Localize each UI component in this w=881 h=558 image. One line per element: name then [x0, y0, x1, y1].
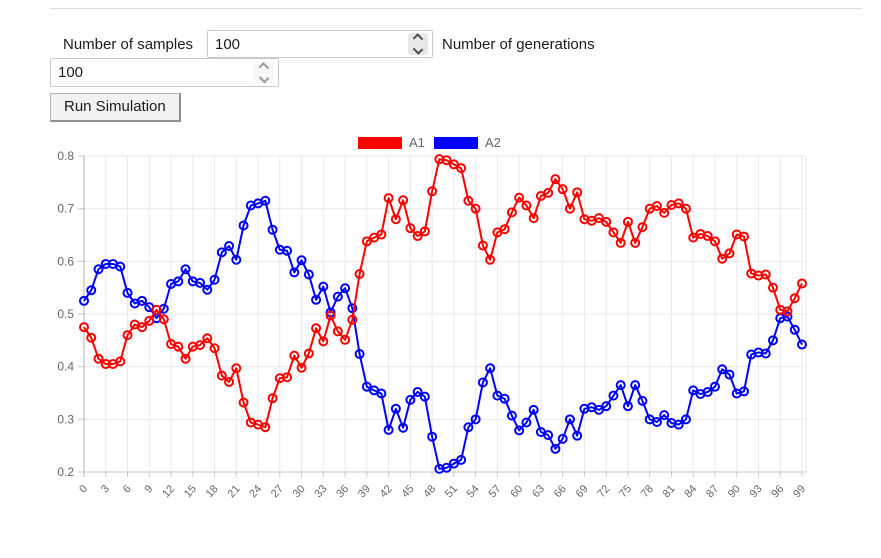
svg-text:30: 30 — [291, 483, 308, 500]
svg-text:39: 39 — [356, 483, 373, 500]
svg-text:0.8: 0.8 — [57, 149, 74, 163]
generations-spinner[interactable] — [254, 62, 274, 83]
legend-item-a2[interactable]: A2 — [434, 135, 501, 150]
legend-label-a1: A1 — [409, 135, 425, 150]
svg-text:21: 21 — [225, 483, 242, 500]
svg-text:99: 99 — [791, 483, 808, 500]
svg-text:0.3: 0.3 — [57, 412, 74, 426]
chevron-up-icon[interactable] — [258, 62, 270, 73]
svg-text:51: 51 — [443, 483, 460, 500]
svg-text:66: 66 — [552, 483, 569, 500]
legend-swatch-a1 — [358, 136, 402, 149]
svg-text:60: 60 — [508, 483, 525, 500]
svg-text:72: 72 — [595, 483, 612, 500]
svg-text:87: 87 — [704, 483, 721, 500]
svg-text:57: 57 — [487, 483, 504, 500]
chevron-up-icon[interactable] — [412, 33, 424, 44]
svg-text:3: 3 — [99, 483, 112, 496]
run-simulation-button[interactable]: Run Simulation — [50, 93, 181, 122]
svg-text:48: 48 — [421, 483, 438, 500]
chevron-down-icon[interactable] — [258, 72, 270, 83]
svg-text:24: 24 — [247, 483, 264, 500]
svg-text:96: 96 — [769, 483, 786, 500]
svg-text:81: 81 — [661, 483, 678, 500]
svg-text:93: 93 — [748, 483, 765, 500]
samples-label: Number of samples — [63, 36, 194, 53]
legend-swatch-a2 — [434, 136, 478, 149]
svg-text:0.4: 0.4 — [57, 360, 74, 374]
svg-text:42: 42 — [378, 483, 395, 500]
svg-text:54: 54 — [465, 483, 482, 500]
generations-input-wrap — [50, 58, 279, 87]
generations-input[interactable] — [50, 58, 279, 87]
svg-text:69: 69 — [574, 483, 591, 500]
svg-text:12: 12 — [160, 483, 177, 500]
svg-text:27: 27 — [269, 483, 286, 500]
samples-input[interactable] — [207, 30, 433, 58]
svg-text:90: 90 — [726, 483, 743, 500]
generations-label: Number of generations — [442, 36, 595, 53]
svg-text:15: 15 — [182, 483, 199, 500]
svg-text:9: 9 — [142, 483, 155, 496]
svg-text:6: 6 — [121, 483, 134, 496]
svg-text:18: 18 — [204, 483, 221, 500]
svg-text:45: 45 — [399, 483, 416, 500]
svg-text:84: 84 — [682, 483, 699, 500]
svg-text:0.5: 0.5 — [57, 307, 74, 321]
samples-input-wrap — [207, 30, 433, 58]
samples-spinner[interactable] — [408, 33, 428, 55]
svg-text:0: 0 — [77, 483, 90, 496]
svg-text:33: 33 — [312, 483, 329, 500]
svg-text:63: 63 — [530, 483, 547, 500]
svg-text:0.6: 0.6 — [57, 254, 74, 268]
svg-text:36: 36 — [334, 483, 351, 500]
svg-text:0.7: 0.7 — [57, 202, 74, 216]
svg-text:78: 78 — [639, 483, 656, 500]
svg-text:75: 75 — [617, 483, 634, 500]
legend-item-a1[interactable]: A1 — [358, 135, 425, 150]
svg-text:0.2: 0.2 — [57, 465, 74, 479]
chevron-down-icon[interactable] — [412, 44, 424, 55]
legend-label-a2: A2 — [485, 135, 501, 150]
top-divider — [50, 8, 862, 9]
